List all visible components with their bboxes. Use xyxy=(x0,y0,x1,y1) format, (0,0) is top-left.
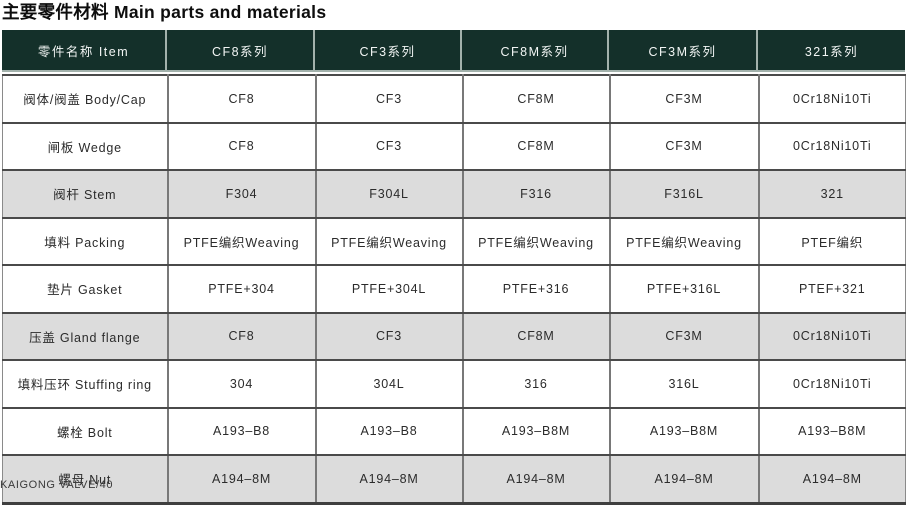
table-row-bolt: 螺栓 Bolt A193–B8 A193–B8 A193–B8M A193–B8… xyxy=(2,406,906,456)
row-cell: 0Cr18Ni10Ti xyxy=(757,359,906,409)
row-cell: A193–B8 xyxy=(166,406,317,456)
column-header-cf8-series: CF8系列 xyxy=(167,30,315,70)
column-header-cf3m-series: CF3M系列 xyxy=(609,30,758,70)
row-cell: 304 xyxy=(166,359,317,409)
table-row-body-cap: 阀体/阀盖 Body/Cap CF8 CF3 CF8M CF3M 0Cr18Ni… xyxy=(2,74,906,124)
row-cell: 316 xyxy=(461,359,611,409)
materials-table-body: 阀体/阀盖 Body/Cap CF8 CF3 CF8M CF3M 0Cr18Ni… xyxy=(2,74,906,505)
row-cell: PTFE编织Weaving xyxy=(166,216,317,266)
row-item-label: 闸板 Wedge xyxy=(2,121,169,171)
row-cell: CF8M xyxy=(461,74,611,124)
row-cell: A194–8M xyxy=(166,454,317,505)
row-cell: A193–B8M xyxy=(757,406,906,456)
row-cell: CF8 xyxy=(166,74,317,124)
column-header-item: 零件名称 Item xyxy=(2,30,167,70)
row-cell: CF3M xyxy=(608,74,760,124)
row-cell: A194–8M xyxy=(314,454,464,505)
table-row-stuffing-ring: 填料压环 Stuffing ring 304 304L 316 316L 0Cr… xyxy=(2,359,906,409)
row-cell: 304L xyxy=(314,359,464,409)
row-cell: A193–B8M xyxy=(461,406,611,456)
row-cell: A193–B8 xyxy=(314,406,464,456)
page-title: 主要零件材料 Main parts and materials xyxy=(2,2,327,22)
row-item-label: 填料压环 Stuffing ring xyxy=(2,359,169,409)
row-cell: A194–8M xyxy=(461,454,611,505)
row-cell: F316 xyxy=(461,169,611,219)
row-cell: CF8 xyxy=(166,311,317,361)
row-cell: F316L xyxy=(608,169,760,219)
row-cell: CF3M xyxy=(608,121,760,171)
row-item-label: 压盖 Gland flange xyxy=(2,311,169,361)
column-header-cf8m-series: CF8M系列 xyxy=(462,30,609,70)
column-header-321-series: 321系列 xyxy=(804,44,859,59)
row-cell: 0Cr18Ni10Ti xyxy=(757,311,906,361)
table-row-stem: 阀杆 Stem F304 F304L F316 F316L 321 xyxy=(2,169,906,219)
row-cell: PTEF编织 xyxy=(757,216,906,266)
row-cell: A194–8M xyxy=(608,454,760,505)
row-cell: PTEF+321 xyxy=(757,264,906,314)
row-item-label: 垫片 Gasket xyxy=(2,264,169,314)
table-row-nut: 螺母 Nut A194–8M A194–8M A194–8M A194–8M A… xyxy=(2,454,906,505)
row-cell: CF3 xyxy=(314,121,464,171)
row-cell: A194–8M xyxy=(757,454,906,505)
row-cell: PTFE编织Weaving xyxy=(461,216,611,266)
table-row-packing: 填料 Packing PTFE编织Weaving PTFE编织Weaving P… xyxy=(2,216,906,266)
row-cell: CF8M xyxy=(461,121,611,171)
row-cell: CF8M xyxy=(461,311,611,361)
row-cell: 0Cr18Ni10Ti xyxy=(757,74,906,124)
row-cell: F304L xyxy=(314,169,464,219)
materials-table-header-row: 零件名称 Item CF8系列 CF3系列 CF8M系列 CF3M系列 321系… xyxy=(2,30,905,72)
row-cell: PTFE编织Weaving xyxy=(608,216,760,266)
row-cell: CF3M xyxy=(608,311,760,361)
page-footer-label: KAIGONG VALVE/40 xyxy=(0,479,114,491)
row-cell: PTFE+316L xyxy=(608,264,760,314)
row-cell: PTFE+316 xyxy=(461,264,611,314)
row-cell: PTFE编织Weaving xyxy=(314,216,464,266)
row-cell: CF3 xyxy=(314,74,464,124)
column-header-cf3-series: CF3系列 xyxy=(315,30,462,70)
row-item-label: 阀体/阀盖 Body/Cap xyxy=(2,74,169,124)
table-row-gland-flange: 压盖 Gland flange CF8 CF3 CF8M CF3M 0Cr18N… xyxy=(2,311,906,361)
row-item-label: 填料 Packing xyxy=(2,216,169,266)
row-cell: CF8 xyxy=(166,121,317,171)
row-cell: 0Cr18Ni10Ti xyxy=(757,121,906,171)
row-cell: A193–B8M xyxy=(608,406,760,456)
row-cell: CF3 xyxy=(314,311,464,361)
row-cell: F304 xyxy=(166,169,317,219)
row-cell: 316L xyxy=(608,359,760,409)
table-row-wedge: 闸板 Wedge CF8 CF3 CF8M CF3M 0Cr18Ni10Ti xyxy=(2,121,906,171)
materials-table: 阀体/阀盖 Body/Cap CF8 CF3 CF8M CF3M 0Cr18Ni… xyxy=(2,74,906,505)
row-item-label: 螺栓 Bolt xyxy=(2,406,169,456)
row-item-label: 阀杆 Stem xyxy=(2,169,169,219)
row-cell: PTFE+304 xyxy=(166,264,317,314)
row-cell: 321 xyxy=(757,169,906,219)
row-cell: PTFE+304L xyxy=(314,264,464,314)
table-row-gasket: 垫片 Gasket PTFE+304 PTFE+304L PTFE+316 PT… xyxy=(2,264,906,314)
